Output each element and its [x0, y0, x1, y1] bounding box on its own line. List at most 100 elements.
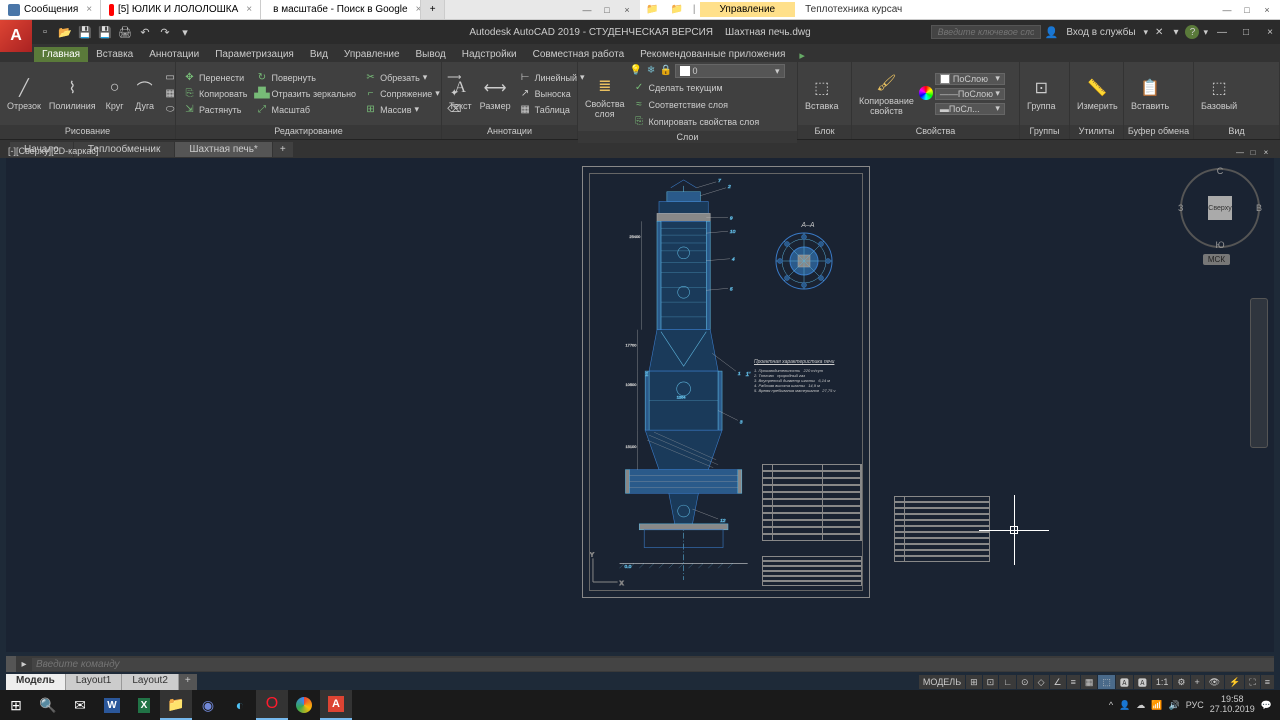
ribbon-tab-manage[interactable]: Управление — [336, 47, 408, 62]
transparency-toggle[interactable]: ▦ — [1081, 675, 1098, 689]
close-button[interactable]: × — [618, 3, 636, 17]
ribbon-tab-view[interactable]: Вид — [302, 47, 336, 62]
viewport-label[interactable]: [-][Сверху][2D-каркас] — [8, 146, 98, 156]
autocad-logo[interactable]: A — [0, 20, 32, 52]
fillet-button[interactable]: ⌐Сопряжение ▾ — [361, 86, 443, 101]
scale-label[interactable]: 1:1 — [1152, 675, 1173, 689]
new-tab-button[interactable]: + — [421, 0, 445, 19]
match-props-button[interactable]: 🖌Копирование свойств — [856, 70, 917, 118]
text-button[interactable]: AТекст — [446, 75, 475, 113]
ribbon-tab-home[interactable]: Главная — [34, 47, 88, 62]
explorer-ribbon-tab[interactable]: Управление — [700, 2, 796, 17]
discord-app[interactable]: ◉ — [192, 690, 224, 720]
word-app[interactable]: W — [96, 690, 128, 720]
navigation-bar[interactable] — [1250, 298, 1268, 448]
ortho-toggle[interactable]: ∟ — [999, 675, 1016, 689]
layer-properties-button[interactable]: ≣Свойства слоя — [582, 73, 628, 121]
panel-title[interactable]: Редактирование — [176, 125, 441, 139]
ribbon-tab-collab[interactable]: Совместная работа — [525, 47, 633, 62]
ribbon-expand-icon[interactable]: ▸ — [799, 49, 805, 62]
arc-button[interactable]: ⌒Дуга — [131, 75, 159, 113]
app-1[interactable]: ◐ — [224, 690, 256, 720]
vp-close[interactable]: × — [1260, 146, 1272, 158]
chrome-app[interactable] — [288, 690, 320, 720]
model-viewport[interactable]: 1264 — [6, 158, 1274, 652]
vp-maximize[interactable]: □ — [1247, 146, 1259, 158]
browser-tab-google[interactable]: в масштабе - Поиск в Google × — [261, 0, 421, 19]
model-tab[interactable]: Модель — [6, 674, 66, 690]
help-icon[interactable]: ? — [1185, 25, 1199, 39]
excel-app[interactable]: X — [128, 690, 160, 720]
match-layer-button[interactable]: ≈Соответствие слоя — [630, 97, 785, 112]
viewcube-north[interactable]: С — [1217, 166, 1224, 176]
new-file-tab[interactable]: + — [273, 142, 293, 157]
polar-toggle[interactable]: ⊙ — [1017, 675, 1033, 689]
customize[interactable]: ≡ — [1261, 675, 1274, 689]
bulb-icon[interactable]: 💡 — [630, 64, 643, 77]
clock[interactable]: 19:58 27.10.2019 — [1210, 695, 1255, 715]
exchange-icon[interactable]: ✕ — [1152, 27, 1166, 38]
minimize-button[interactable]: — — [578, 3, 596, 17]
color-wheel-icon[interactable] — [919, 86, 933, 100]
stretch-button[interactable]: ⇲Растянуть — [180, 102, 250, 117]
freeze-icon[interactable]: ❄ — [645, 64, 658, 77]
people-icon[interactable]: 👤 — [1119, 700, 1130, 711]
copy-layer-props-button[interactable]: ⎘Копировать свойства слоя — [630, 114, 785, 129]
anno-scale[interactable]: 🅰 — [1116, 675, 1133, 689]
vp-minimize[interactable]: — — [1234, 146, 1246, 158]
selection-cycling[interactable]: ⬚ — [1098, 675, 1115, 689]
file-tab-2[interactable]: Шахтная печь* — [175, 142, 271, 157]
status-model[interactable]: МОДЕЛЬ — [919, 675, 965, 689]
panel-title[interactable]: Утилиты — [1070, 125, 1123, 139]
open-icon[interactable]: 📂 — [56, 23, 74, 41]
panel-title[interactable]: Свойства — [852, 125, 1019, 139]
ribbon-tab-output[interactable]: Вывод — [408, 47, 454, 62]
viewcube-top[interactable]: Сверху — [1208, 196, 1232, 220]
layout2-tab[interactable]: Layout2 — [122, 674, 179, 690]
linetype-dropdown[interactable]: —— ПоСлою▾ — [935, 88, 1005, 100]
signin-dropdown[interactable]: ▾ — [1144, 27, 1149, 38]
dropdown-icon[interactable]: ▾ — [1170, 27, 1181, 38]
cmd-recent-icon[interactable]: ▸ — [16, 659, 32, 670]
isolate-objects[interactable]: 👁 — [1205, 675, 1224, 689]
move-button[interactable]: ✥Перенести — [180, 70, 250, 85]
browser-tab-vk[interactable]: Сообщения × — [0, 0, 101, 19]
leader-button[interactable]: ↗Выноска — [516, 86, 588, 101]
maximize-button[interactable]: □ — [598, 3, 616, 17]
lineweight-dropdown[interactable]: ▬ ПоСл...▾ — [935, 103, 1005, 115]
autocad-app[interactable]: A — [320, 690, 352, 720]
explorer-app[interactable]: 📁 — [160, 690, 192, 720]
ribbon-tab-parametric[interactable]: Параметризация — [207, 47, 302, 62]
network-icon[interactable]: 📶 — [1151, 700, 1162, 711]
minimize-button[interactable]: — — [1212, 24, 1232, 40]
search-button[interactable]: 🔍 — [32, 690, 64, 720]
undo-icon[interactable]: ↶ — [136, 23, 154, 41]
polyline-button[interactable]: ⌇Полилиния — [46, 75, 99, 113]
opera-app[interactable]: O — [256, 690, 288, 720]
viewcube-west[interactable]: З — [1178, 203, 1183, 213]
add-layout-button[interactable]: + — [179, 674, 197, 690]
notifications-icon[interactable]: 💬 — [1261, 700, 1272, 711]
workspace-switch[interactable]: ⚙ — [1173, 675, 1189, 689]
user-icon[interactable]: 👤 — [1045, 26, 1059, 39]
hardware-accel[interactable]: ⚡ — [1225, 675, 1244, 689]
redo-icon[interactable]: ↷ — [156, 23, 174, 41]
make-current-button[interactable]: ✓Сделать текущим — [630, 80, 785, 95]
plot-icon[interactable]: 🖨 — [116, 23, 134, 41]
anno-visibility[interactable]: 🅰 — [1134, 675, 1151, 689]
browser-tab-youtube[interactable]: [5] ЮЛИК И ЛОЛОЛОШКА × — [101, 0, 261, 19]
osnap-toggle[interactable]: ◇ — [1034, 675, 1049, 689]
layer-dropdown[interactable]: 0▾ — [675, 64, 785, 78]
paste-button[interactable]: 📋Вставить — [1128, 75, 1172, 113]
otrack-toggle[interactable]: ∠ — [1050, 675, 1066, 689]
table-button[interactable]: ▦Таблица — [516, 102, 588, 117]
close-button[interactable]: × — [1258, 3, 1276, 17]
viewcube-south[interactable]: Ю — [1215, 240, 1224, 250]
insert-block-button[interactable]: ⬚Вставка — [802, 75, 841, 113]
line-button[interactable]: ╱Отрезок — [4, 75, 44, 113]
color-dropdown[interactable]: ПоСлою▾ — [935, 73, 1005, 85]
viewcube-east[interactable]: В — [1256, 203, 1262, 213]
layout1-tab[interactable]: Layout1 — [66, 674, 123, 690]
ribbon-tab-insert[interactable]: Вставка — [88, 47, 141, 62]
measure-button[interactable]: 📏Измерить — [1074, 75, 1121, 113]
